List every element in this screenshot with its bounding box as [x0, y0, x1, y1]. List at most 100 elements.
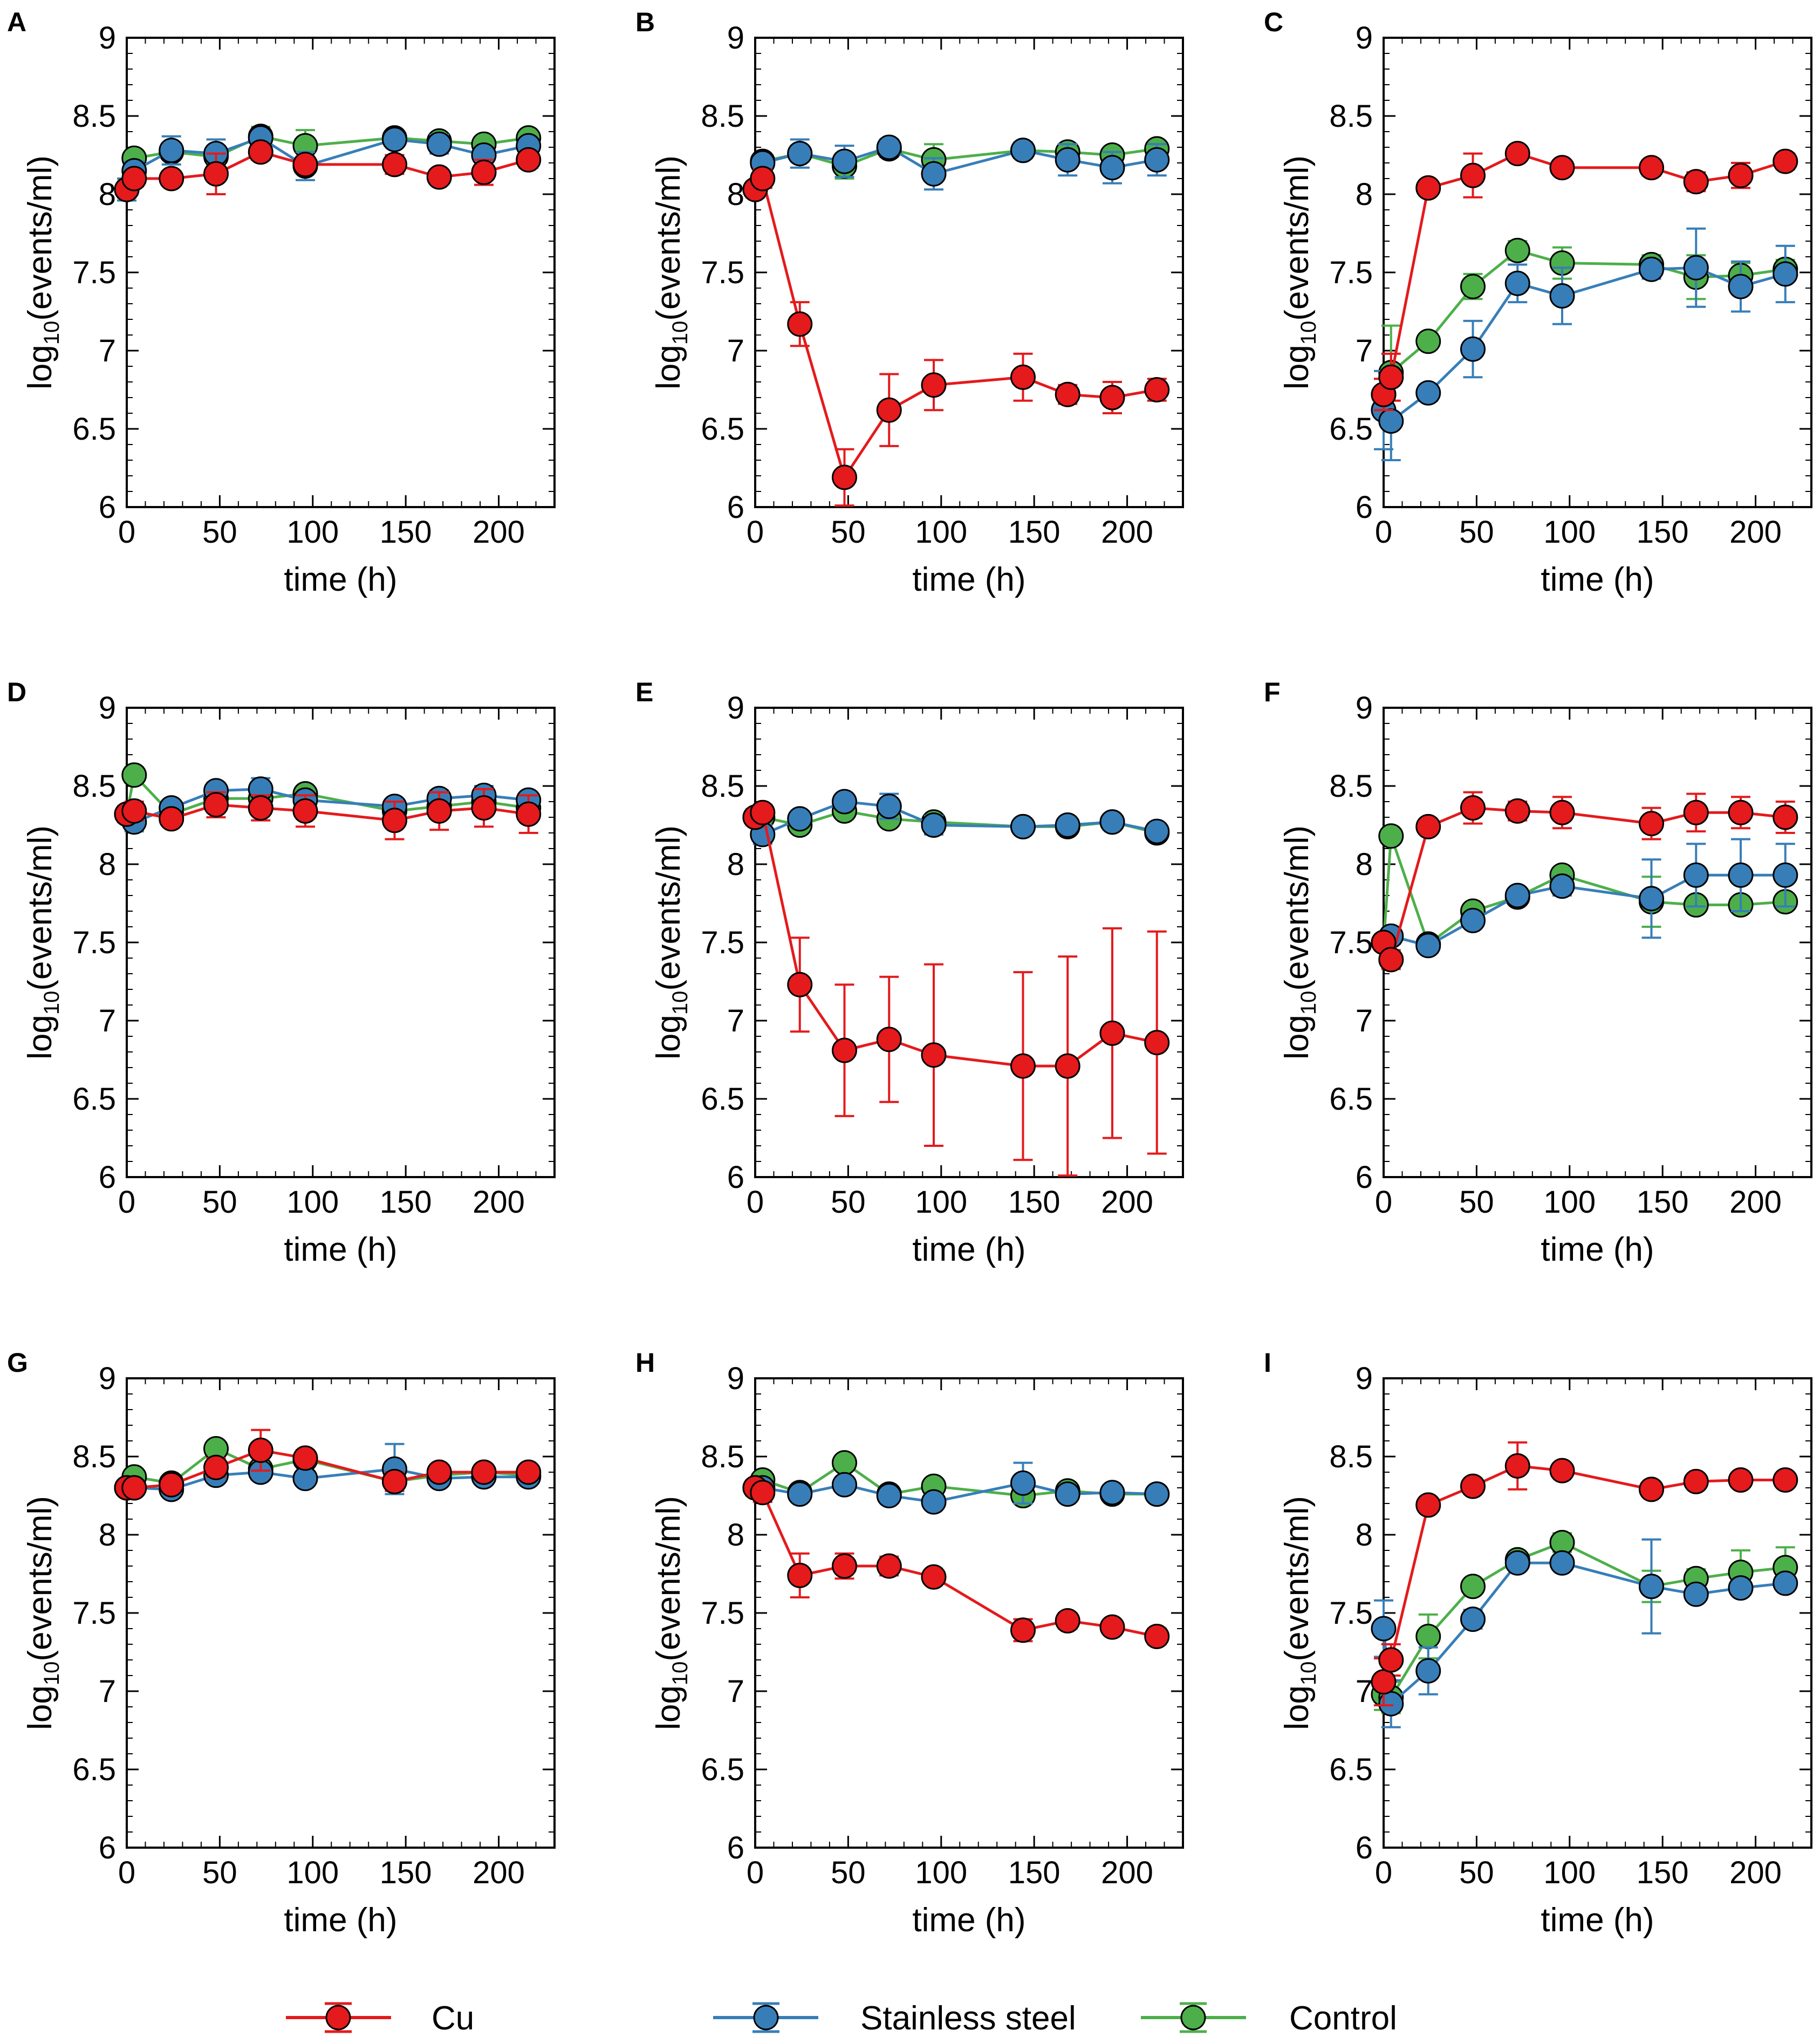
x-tick-label-g: 50	[202, 1855, 237, 1890]
y-axis-title-b: log10(events/ml)	[650, 155, 692, 389]
panel-letter-e: E	[635, 677, 653, 707]
data-point	[381, 1468, 407, 1494]
y-tick-label-a: 6	[99, 490, 116, 525]
y-tick-label-c: 8.5	[1329, 99, 1373, 134]
series-line-stainless-steel	[1383, 873, 1785, 947]
series-stainless-steel-e	[742, 789, 1170, 847]
data-point	[426, 164, 452, 190]
data-point	[471, 1459, 497, 1485]
data-point	[1638, 256, 1664, 282]
data-point	[426, 131, 452, 157]
y-axis-title-i: log10(events/ml)	[1278, 1496, 1320, 1730]
x-axis-title-d: time (h)	[284, 1231, 397, 1268]
panel-letter-i: I	[1264, 1348, 1271, 1378]
series-line-cu	[1382, 152, 1786, 395]
x-tick-label-d: 200	[473, 1185, 525, 1220]
data-point	[921, 372, 947, 398]
panel-letter-g: G	[7, 1348, 28, 1378]
data-point	[1415, 933, 1441, 959]
data-point	[121, 762, 147, 788]
series-cu-c	[1371, 141, 1798, 412]
y-tick-label-f: 8.5	[1329, 769, 1373, 804]
data-point	[1638, 155, 1664, 181]
x-axis-title-h: time (h)	[912, 1902, 1025, 1939]
y-tick-label-i: 7.5	[1329, 1596, 1373, 1631]
x-tick-label-h: 150	[1008, 1855, 1060, 1890]
series-cu-d	[114, 788, 542, 840]
panel-letter-a: A	[7, 7, 26, 37]
data-point	[1144, 1030, 1170, 1056]
y-tick-label-f: 7	[1356, 1003, 1373, 1038]
data-point	[831, 789, 857, 815]
y-tick-label-h: 6	[727, 1830, 744, 1865]
data-point	[1773, 1467, 1798, 1493]
data-point	[1504, 798, 1530, 824]
data-point	[1549, 1458, 1575, 1484]
y-axis-title-g: log10(events/ml)	[22, 1496, 64, 1730]
panel-a: A 6 6.5 7 7.5 8 8.5 9 0 50 100 150 200 time (h) log10(…	[7, 7, 556, 598]
data-point	[381, 808, 407, 833]
panel-e: E 6 6.5 7 7.5 8 8.5 9 0 50 100 150 200 time (h) log10(…	[635, 677, 1184, 1268]
data-point	[876, 397, 902, 423]
data-point	[1055, 812, 1080, 838]
y-tick-label-c: 9	[1356, 20, 1373, 56]
panel-letter-d: D	[7, 677, 26, 707]
data-point	[921, 1564, 947, 1590]
x-tick-label-h: 0	[747, 1855, 764, 1890]
y-axis-title-e: log10(events/ml)	[650, 825, 692, 1059]
series-line-control	[125, 772, 529, 816]
data-point	[787, 141, 813, 167]
x-tick-label-i: 200	[1729, 1855, 1782, 1890]
data-point	[1638, 811, 1664, 837]
data-point	[1504, 141, 1530, 167]
data-point	[1549, 1550, 1575, 1576]
x-tick-label-e: 150	[1008, 1185, 1060, 1220]
x-tick-label-b: 100	[915, 515, 967, 550]
data-point	[1010, 814, 1036, 839]
y-axis-title-h: log10(events/ml)	[650, 1496, 692, 1730]
data-point	[1728, 162, 1754, 188]
series-stainless-steel-i	[1371, 1538, 1798, 1728]
x-tick-label-d: 50	[202, 1185, 237, 1220]
data-point	[1549, 799, 1575, 825]
data-point	[121, 798, 147, 824]
x-tick-label-d: 0	[118, 1185, 135, 1220]
data-point	[876, 794, 902, 819]
data-point	[1504, 237, 1530, 263]
data-point	[516, 147, 542, 173]
data-point	[1683, 799, 1709, 825]
series-line-cu	[125, 151, 529, 190]
y-axis-title-f: log10(events/ml)	[1278, 825, 1320, 1059]
data-point	[1371, 1616, 1397, 1642]
data-point	[1460, 795, 1486, 821]
series-line-control	[1383, 1541, 1785, 1699]
data-point	[292, 152, 318, 177]
x-tick-label-a: 200	[473, 515, 525, 550]
legend-marker-cu	[325, 2005, 351, 2031]
data-point	[426, 798, 452, 824]
y-tick-label-e: 8.5	[701, 769, 744, 804]
y-tick-label-a: 7.5	[72, 255, 116, 290]
panels: A 6 6.5 7 7.5 8 8.5 9 0 50 100 150 200 time (h) log10(…	[7, 7, 1812, 1939]
x-tick-label-i: 100	[1543, 1855, 1596, 1890]
data-point	[1055, 381, 1080, 407]
y-tick-label-a: 7	[99, 333, 116, 368]
series-line-stainless-steel	[1382, 1561, 1785, 1707]
series-line-stainless-steel	[125, 136, 529, 190]
data-point	[1055, 1481, 1080, 1507]
x-tick-label-e: 200	[1101, 1185, 1153, 1220]
series-line-stainless-steel	[754, 800, 1158, 837]
x-tick-label-d: 100	[286, 1185, 339, 1220]
y-tick-label-f: 6.5	[1329, 1082, 1373, 1117]
y-tick-label-b: 8.5	[701, 99, 744, 134]
y-tick-label-c: 7	[1356, 333, 1373, 368]
y-tick-label-g: 8.5	[72, 1439, 116, 1474]
series-line-stainless-steel	[755, 1481, 1157, 1503]
data-point	[787, 972, 813, 997]
y-tick-label-i: 8.5	[1329, 1439, 1373, 1474]
x-tick-label-f: 100	[1543, 1185, 1596, 1220]
data-point	[159, 1472, 184, 1498]
data-point	[750, 166, 776, 192]
x-tick-label-b: 200	[1101, 515, 1153, 550]
